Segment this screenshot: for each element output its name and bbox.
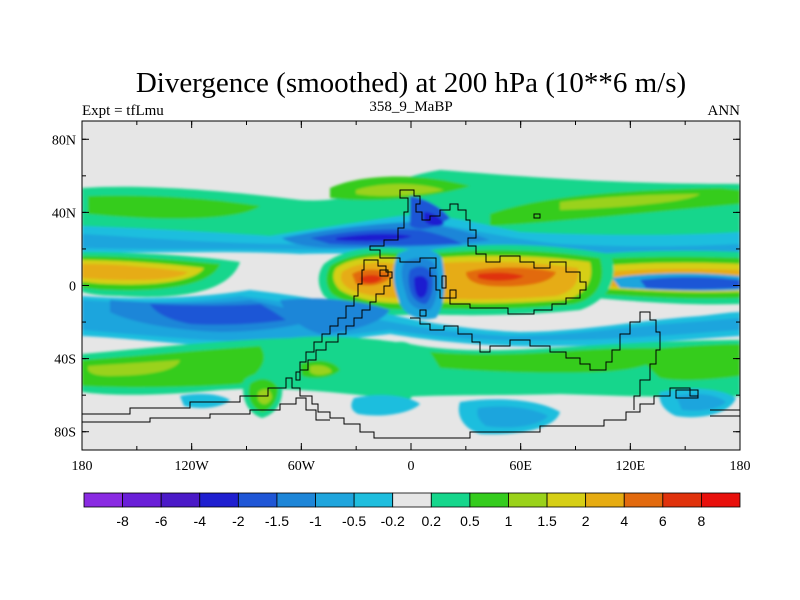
contour-fill xyxy=(414,275,428,298)
contour-fill xyxy=(180,393,230,408)
contour-fill xyxy=(150,304,286,325)
contour-fill xyxy=(280,298,390,334)
x-tick-label: 180 xyxy=(730,459,751,474)
coastline-island xyxy=(379,269,389,277)
colorbar-label: -4 xyxy=(194,513,207,529)
colorbar-label: 4 xyxy=(620,513,628,529)
x-tick-label: 120W xyxy=(175,459,210,474)
contour-fill xyxy=(351,395,420,416)
experiment-label: Expt = tfLmu xyxy=(82,103,164,119)
season-label: ANN xyxy=(708,103,741,119)
coastline-antarctica xyxy=(82,377,698,439)
colorbar-swatch xyxy=(701,492,741,508)
colorbar-label: 6 xyxy=(659,513,667,529)
x-axis: 180 120W 60W 0 60E 120E 180 xyxy=(72,121,751,474)
contour-fill xyxy=(82,264,188,280)
colorbar: -8 -6 -4 -2 -1.5 -1 -0.5 -0.2 0.2 0.5 1 1.5 2 4 6 8 xyxy=(83,492,741,529)
colorbar-label: -2 xyxy=(232,513,245,529)
x-tick-label: 180 xyxy=(72,459,93,474)
colorbar-swatch xyxy=(353,492,394,508)
colorbar-swatch xyxy=(237,492,278,508)
x-tick-label: 60W xyxy=(288,459,316,474)
contour-fill xyxy=(640,277,740,290)
contour-fill xyxy=(88,195,260,219)
contour-fill xyxy=(640,344,740,381)
colorbar-swatch xyxy=(546,492,587,508)
colorbar-label: -0.5 xyxy=(342,513,366,529)
colorbar-label: 2 xyxy=(582,513,590,529)
colorbar-swatch xyxy=(122,492,162,508)
coastline-north-landmass xyxy=(369,189,587,315)
colorbar-swatch xyxy=(469,492,509,508)
coastline-island xyxy=(533,213,541,219)
coastlines xyxy=(82,189,740,439)
y-axis: 80N 40N 0 40S 80S xyxy=(52,133,740,441)
coastline-island xyxy=(675,389,699,399)
contour-fill xyxy=(478,272,524,281)
colorbar-swatch xyxy=(508,492,548,508)
colorbar-swatch xyxy=(199,492,239,508)
colorbar-swatch xyxy=(623,492,664,508)
colorbar-label: -1 xyxy=(309,513,322,529)
contour-fill xyxy=(360,275,382,284)
colorbar-swatch xyxy=(315,492,355,508)
contour-fill xyxy=(392,341,421,406)
contour-fills xyxy=(82,170,740,435)
colorbar-label: -0.2 xyxy=(381,513,405,529)
colorbar-swatch xyxy=(160,492,201,508)
x-tick-label: 120E xyxy=(616,459,646,474)
coastline-south-america xyxy=(295,259,393,381)
colorbar-swatch xyxy=(662,492,702,508)
colorbar-label: -6 xyxy=(155,513,168,529)
contour-fill xyxy=(88,360,180,376)
y-tick-label: 40S xyxy=(54,353,76,368)
colorbar-label: 1 xyxy=(505,513,513,529)
contour-fill xyxy=(336,233,412,242)
contour-fill xyxy=(430,348,670,373)
y-tick-label: 80S xyxy=(54,426,76,441)
coastline-africa xyxy=(410,311,661,410)
y-tick-label: 80N xyxy=(52,133,76,148)
coastline-island xyxy=(441,275,447,289)
colorbar-label: 0.2 xyxy=(422,513,442,529)
chart-title: Divergence (smoothed) at 200 hPa (10**6 … xyxy=(136,67,686,99)
contour-fill xyxy=(424,212,444,227)
x-tick-label: 60E xyxy=(509,459,532,474)
coastline-antarctica-inner xyxy=(82,397,330,423)
y-tick-label: 0 xyxy=(69,280,76,295)
map-field xyxy=(82,121,740,450)
run-label: 358_9_MaBP xyxy=(369,99,452,115)
colorbar-label: 1.5 xyxy=(537,513,557,529)
coastline-island xyxy=(710,409,740,417)
colorbar-swatch xyxy=(83,492,123,508)
contour-fill xyxy=(477,406,548,428)
colorbar-swatch xyxy=(430,492,471,508)
contour-fill xyxy=(310,365,332,375)
colorbar-label: 8 xyxy=(698,513,706,529)
contour-fill xyxy=(560,194,700,210)
coastline-island xyxy=(419,309,427,317)
coastline-island xyxy=(449,289,457,299)
colorbar-label: 0.5 xyxy=(460,513,480,529)
colorbar-swatch xyxy=(276,492,316,508)
colorbar-swatch xyxy=(585,492,625,508)
colorbar-swatch xyxy=(392,492,432,508)
colorbar-label: -8 xyxy=(116,513,129,529)
y-tick-label: 40N xyxy=(52,206,76,221)
colorbar-label: -1.5 xyxy=(265,513,289,529)
x-tick-label: 0 xyxy=(408,459,415,474)
